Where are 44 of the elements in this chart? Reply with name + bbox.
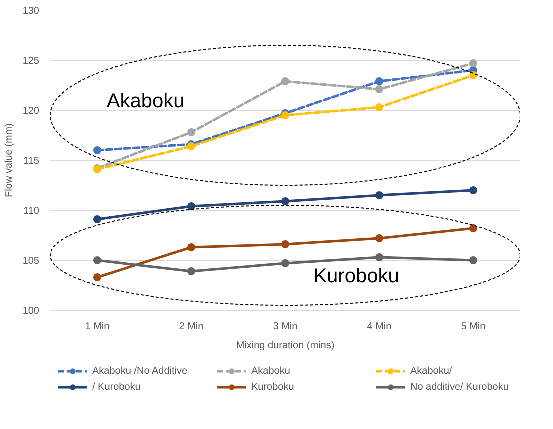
legend-label: Akaboku/ [410, 365, 454, 377]
point [188, 268, 196, 276]
point [376, 78, 384, 86]
y-tick-label: 120 [22, 106, 40, 117]
x-tick-label: 3 Min [273, 322, 298, 332]
point [188, 202, 196, 210]
point [470, 256, 478, 264]
point [282, 260, 290, 268]
y-tick-label: 110 [24, 206, 40, 217]
x-tick-label: 5 Min [461, 322, 486, 332]
point [470, 60, 478, 68]
legend-label: / Kuroboku [92, 381, 142, 393]
point [376, 254, 384, 262]
y-axis-title: Flow value (mm) [4, 124, 15, 198]
point [94, 274, 102, 282]
point [376, 104, 384, 112]
x-axis-title: Mixing duration (mins) [236, 340, 335, 352]
annotation: Akaboku [106, 90, 185, 112]
point [282, 240, 290, 248]
point [282, 198, 290, 206]
legend-label: No additive/ Kuroboku [410, 381, 510, 393]
y-tick-label: 130 [22, 6, 40, 17]
point [94, 216, 102, 224]
point [188, 128, 196, 136]
y-tick-label: 100 [22, 306, 40, 317]
point [188, 244, 196, 252]
legend-label: Akaboku [252, 365, 292, 377]
point [282, 78, 290, 86]
point [470, 186, 478, 194]
point [94, 256, 102, 264]
x-tick-label: 1 Min [85, 322, 110, 332]
x-tick-label: 2 Min [179, 322, 204, 332]
point [376, 192, 384, 200]
point [376, 234, 384, 242]
legend-label: Kuroboku [252, 381, 296, 393]
y-tick-label: 125 [22, 56, 40, 67]
y-tick-label: 115 [24, 156, 40, 167]
point [94, 146, 102, 154]
x-tick-label: 4 Min [367, 322, 392, 332]
annotation: Kuroboku [314, 266, 400, 288]
y-tick-label: 105 [22, 256, 40, 267]
point [376, 86, 384, 94]
point [470, 224, 478, 232]
legend-label: Akaboku /No Additive [92, 365, 189, 377]
